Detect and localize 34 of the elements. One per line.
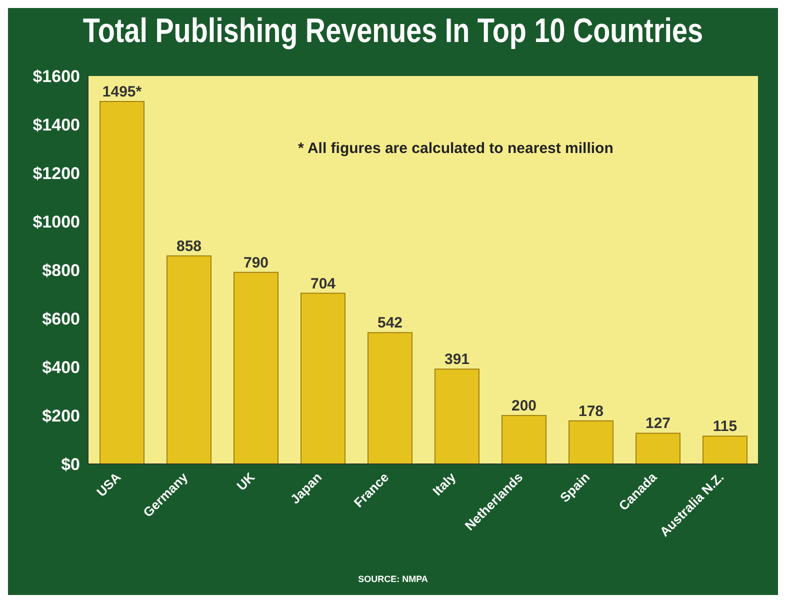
- y-tick-label: $1000: [32, 212, 80, 232]
- data-label: 542: [377, 314, 403, 332]
- bar: [166, 255, 212, 464]
- data-label: 858: [176, 238, 202, 255]
- data-label: 704: [310, 275, 336, 292]
- annotation: * All figures are calculated to nearest million: [298, 140, 614, 157]
- bar: [234, 272, 278, 464]
- x-tick-label: USA: [94, 469, 124, 500]
- chart-title: Total Publishing Revenues In Top 10 Countries: [82, 12, 704, 51]
- y-tick-label: $800: [42, 261, 80, 280]
- bar: [300, 292, 346, 464]
- y-tick-label: $600: [42, 310, 80, 329]
- bar: [368, 332, 412, 464]
- bar: [502, 415, 546, 464]
- y-tick-label: $200: [42, 406, 80, 426]
- data-label: 178: [578, 402, 604, 420]
- data-label: 1495*: [102, 83, 142, 100]
- data-label: 127: [645, 415, 671, 432]
- bar: [702, 436, 748, 464]
- bar: [636, 432, 680, 464]
- source-note: SOURCE: NMPA: [357, 574, 429, 584]
- y-tick-label: $0: [61, 455, 80, 474]
- data-label: 790: [243, 254, 269, 272]
- bar: [568, 420, 614, 464]
- data-label: 200: [511, 398, 537, 414]
- y-tick-label: $1200: [32, 164, 80, 184]
- x-tick-label: UK: [234, 469, 258, 494]
- y-tick-label: $1400: [32, 116, 80, 135]
- data-label: 115: [712, 418, 738, 436]
- data-label: 391: [444, 351, 470, 368]
- bar: [100, 100, 144, 464]
- y-tick-label: $400: [42, 358, 80, 378]
- bar: [434, 368, 480, 464]
- y-tick-label: $1600: [32, 67, 80, 86]
